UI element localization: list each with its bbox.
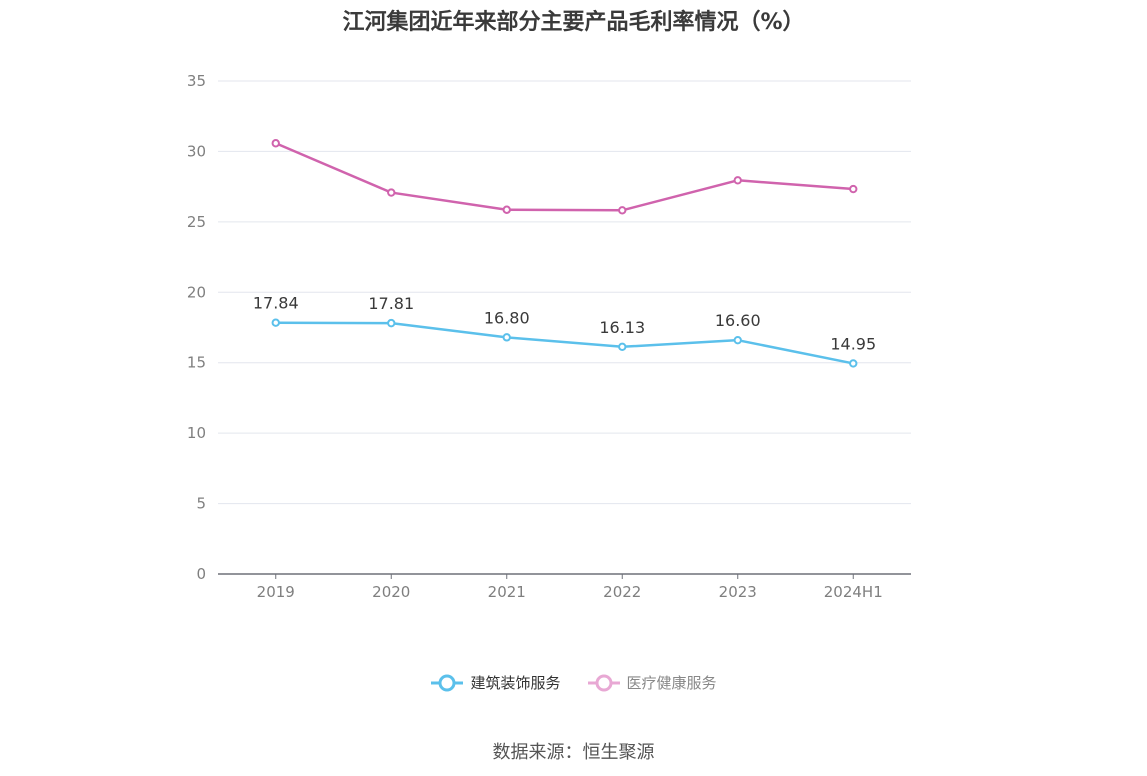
data-point (733, 176, 742, 185)
legend-marker-icon (431, 674, 464, 691)
chart-title: 江河集团近年来部分主要产品毛利率情况（%） (342, 10, 805, 35)
legend-label: 建筑装饰服务 (470, 674, 561, 692)
x-tick-label: 2020 (372, 583, 410, 601)
y-tick-label: 30 (187, 142, 206, 160)
data-point (618, 342, 627, 351)
data-source: 数据来源：恒生聚源 (492, 742, 655, 763)
data-label: 17.81 (368, 294, 414, 313)
x-tick-label: 2019 (257, 583, 295, 601)
data-point (849, 184, 858, 194)
x-tick-label: 2022 (603, 583, 641, 601)
data-label: 14.95 (830, 334, 876, 353)
data-point (618, 206, 627, 215)
y-tick-label: 25 (187, 213, 206, 231)
y-tick-label: 0 (196, 565, 206, 583)
data-point (502, 205, 511, 214)
series-line-1 (275, 142, 854, 212)
data-label: 17.84 (253, 294, 299, 313)
series-lines (271, 139, 858, 368)
y-tick-label: 15 (187, 354, 206, 372)
data-point (271, 139, 280, 148)
series-line-0 (275, 321, 854, 365)
x-tick-label: 2023 (719, 583, 757, 601)
legend-item-medical[interactable]: 医疗健康服务 (587, 672, 717, 693)
legend: 建筑装饰服务 医疗健康服务 (0, 672, 1147, 693)
data-point (733, 335, 742, 345)
data-label: 16.60 (715, 311, 761, 330)
axes: 0 5 10 15 20 25 30 35 2019 2020 2021 2022 2023 2024H1 (187, 72, 911, 601)
grid-lines (218, 80, 911, 505)
legend-label: 医疗健康服务 (626, 674, 717, 692)
y-tick-label: 20 (187, 283, 206, 301)
data-point (271, 318, 280, 327)
data-point (387, 188, 396, 197)
x-tick-label: 2021 (488, 583, 526, 601)
legend-marker-icon (587, 674, 620, 691)
y-tick-label: 5 (196, 495, 206, 513)
data-point (502, 333, 511, 342)
data-point (387, 318, 396, 328)
y-tick-label: 35 (187, 72, 206, 90)
data-labels: 17.84 17.81 16.80 16.13 16.60 14.95 (253, 294, 876, 354)
legend-item-construction[interactable]: 建筑装饰服务 (430, 672, 561, 693)
data-label: 16.80 (484, 308, 530, 327)
data-label: 16.13 (599, 318, 645, 337)
x-tick-label: 2024H1 (824, 583, 883, 601)
data-point (849, 359, 858, 368)
y-tick-label: 10 (187, 424, 206, 442)
